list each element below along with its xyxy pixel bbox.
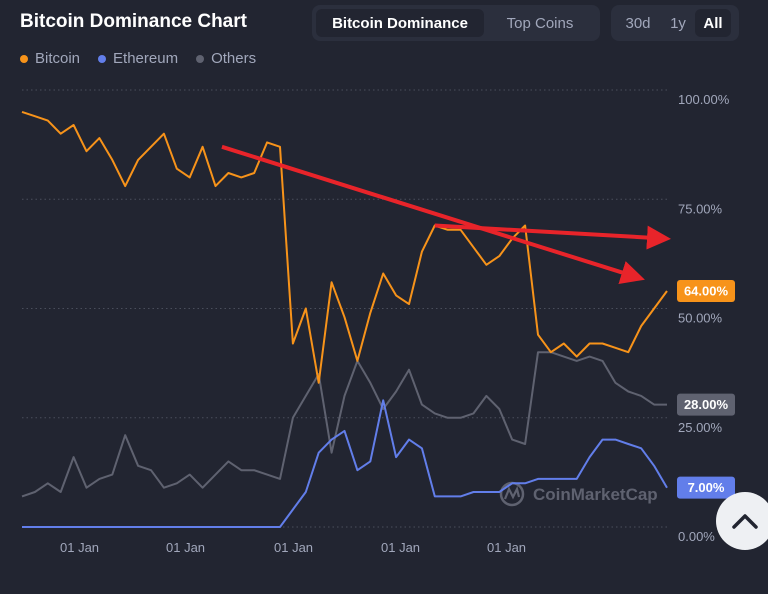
range-all-button[interactable]: All — [695, 9, 731, 37]
chart-legend: Bitcoin Ethereum Others — [20, 50, 256, 67]
x-tick-label: 01 Jan — [487, 540, 526, 555]
watermark: CoinMarketCap — [499, 481, 658, 507]
badge-label: 64.00% — [684, 284, 729, 299]
y-tick-label: 75.00% — [678, 201, 723, 216]
grid-lines — [22, 89, 667, 528]
legend-dot-icon — [20, 54, 28, 63]
badge-label: 28.00% — [684, 397, 729, 412]
x-tick-label: 01 Jan — [60, 540, 99, 555]
coinmarketcap-logo-icon — [499, 481, 525, 507]
series-lines — [21, 110, 668, 528]
annotation-arrow — [434, 223, 671, 250]
legend-dot-icon — [196, 54, 205, 63]
value-badge-bitcoin: 64.00% — [677, 280, 735, 303]
y-tick-label: 0.00% — [678, 529, 715, 544]
legend-label-ethereum: Ethereum — [113, 50, 179, 67]
series-line-bitcoin[interactable] — [21, 110, 668, 384]
x-axis-ticks: 01 Jan 01 Jan 01 Jan 01 Jan 01 Jan — [60, 540, 526, 555]
badge-background — [677, 476, 735, 499]
x-tick-label: 01 Jan — [274, 540, 313, 555]
tab-top-coins[interactable]: Top Coins — [506, 14, 574, 32]
view-tabs: Bitcoin Dominance Top Coins — [312, 5, 600, 41]
tab-bitcoin-dominance[interactable]: Bitcoin Dominance — [316, 9, 484, 37]
scroll-top-button[interactable] — [716, 492, 768, 550]
series-line-ethereum[interactable] — [22, 399, 668, 528]
legend-label-others: Others — [211, 50, 257, 67]
legend-item-bitcoin[interactable]: Bitcoin — [20, 50, 80, 67]
page-title: Bitcoin Dominance Chart — [20, 11, 247, 32]
legend-item-others[interactable]: Others — [196, 50, 256, 67]
annotation-arrows — [221, 144, 671, 284]
legend-dot-icon — [98, 54, 107, 63]
range-selector: 30d 1y All — [611, 5, 739, 41]
x-tick-label: 01 Jan — [381, 540, 420, 555]
chevron-up-icon — [732, 514, 758, 529]
badge-background — [677, 393, 735, 416]
value-badges: 64.00% 28.00% 7.00% — [677, 280, 735, 499]
y-tick-label: 25.00% — [678, 420, 723, 435]
series-line-others[interactable] — [21, 351, 667, 498]
range-30d-button[interactable]: 30d — [625, 14, 651, 32]
badge-background — [677, 280, 735, 303]
value-badge-ethereum: 7.00% — [677, 476, 735, 499]
range-1y-button[interactable]: 1y — [670, 14, 686, 32]
y-tick-label: 50.00% — [678, 311, 723, 326]
watermark-text: CoinMarketCap — [533, 485, 658, 504]
y-tick-label: 100.00% — [678, 92, 730, 107]
legend-item-ethereum[interactable]: Ethereum — [98, 50, 178, 67]
value-badge-others: 28.00% — [677, 393, 735, 416]
x-tick-label: 01 Jan — [166, 540, 205, 555]
badge-label: 7.00% — [688, 480, 725, 495]
y-axis-ticks: 100.00% 75.00% 50.00% 25.00% 0.00% — [678, 92, 730, 544]
annotation-arrow — [221, 144, 645, 284]
legend-label-bitcoin: Bitcoin — [35, 50, 81, 67]
